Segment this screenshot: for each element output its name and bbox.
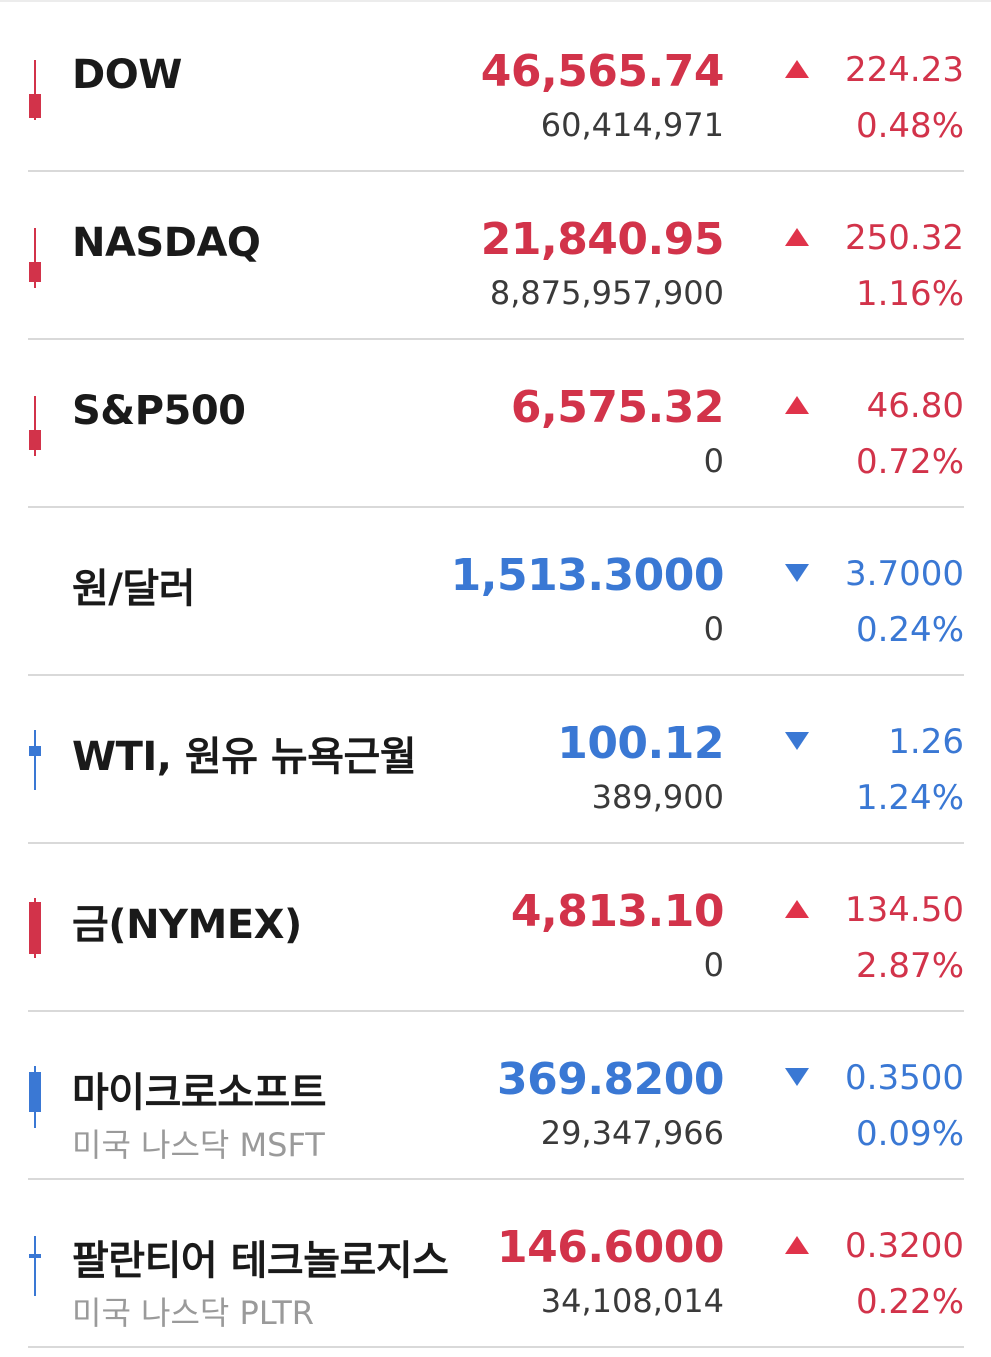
item-subtitle: 미국 나스닥 PLTR bbox=[72, 1294, 315, 1332]
candlestick-icon bbox=[28, 1066, 42, 1128]
item-volume: 389,900 bbox=[591, 778, 724, 816]
list-item[interactable]: 원/달러 1,513.3000 0 3.7000 0.24% bbox=[28, 508, 964, 676]
item-volume: 29,347,966 bbox=[540, 1114, 724, 1152]
top-divider bbox=[0, 0, 991, 2]
item-price: 1,513.3000 bbox=[450, 550, 725, 601]
item-change-percent: 0.72% bbox=[855, 442, 964, 482]
item-change-percent: 0.48% bbox=[855, 106, 964, 146]
item-volume: 0 bbox=[703, 610, 724, 648]
item-volume: 60,414,971 bbox=[540, 106, 724, 144]
item-change: 250.32 bbox=[845, 218, 964, 258]
item-change: 1.26 bbox=[888, 722, 964, 762]
item-price: 369.8200 bbox=[496, 1054, 725, 1105]
item-change-percent: 1.24% bbox=[855, 778, 964, 818]
candlestick-icon bbox=[28, 60, 42, 120]
list-item[interactable]: DOW 46,565.74 60,414,971 224.23 0.48% bbox=[28, 4, 964, 172]
list-item[interactable]: S&P500 6,575.32 0 46.80 0.72% bbox=[28, 340, 964, 508]
item-change-percent: 0.09% bbox=[855, 1114, 964, 1154]
item-name: NASDAQ bbox=[72, 220, 261, 266]
candlestick-icon bbox=[28, 1236, 42, 1296]
item-price: 21,840.95 bbox=[480, 214, 725, 265]
list-item[interactable]: NASDAQ 21,840.95 8,875,957,900 250.32 1.… bbox=[28, 172, 964, 340]
item-change-percent: 0.24% bbox=[855, 610, 964, 650]
item-change: 0.3200 bbox=[845, 1226, 964, 1266]
item-change-percent: 1.16% bbox=[855, 274, 964, 314]
triangle-down-icon bbox=[785, 732, 809, 750]
list-item[interactable]: 마이크로소프트 미국 나스닥 MSFT 369.8200 29,347,966 … bbox=[28, 1012, 964, 1180]
item-price: 146.6000 bbox=[496, 1222, 725, 1273]
item-volume: 0 bbox=[703, 442, 724, 480]
item-volume: 34,108,014 bbox=[540, 1282, 724, 1320]
triangle-up-icon bbox=[785, 60, 809, 78]
candlestick-icon bbox=[28, 898, 42, 958]
triangle-up-icon bbox=[785, 1236, 809, 1254]
candlestick-icon bbox=[28, 228, 42, 288]
item-name: 팔란티어 테크놀로지스 bbox=[72, 1238, 449, 1284]
item-change: 46.80 bbox=[866, 386, 964, 426]
item-name: 금(NYMEX) bbox=[72, 902, 302, 948]
item-name: S&P500 bbox=[72, 388, 246, 434]
item-price: 6,575.32 bbox=[510, 382, 725, 433]
item-price: 46,565.74 bbox=[480, 46, 725, 97]
item-price: 100.12 bbox=[557, 718, 724, 769]
item-change: 224.23 bbox=[845, 50, 964, 90]
item-change-percent: 2.87% bbox=[855, 946, 964, 986]
market-list: DOW 46,565.74 60,414,971 224.23 0.48% NA… bbox=[28, 4, 964, 1348]
item-volume: 0 bbox=[703, 946, 724, 984]
triangle-up-icon bbox=[785, 396, 809, 414]
item-change: 3.7000 bbox=[845, 554, 964, 594]
candlestick-icon bbox=[28, 396, 42, 456]
item-volume: 8,875,957,900 bbox=[489, 274, 724, 312]
triangle-down-icon bbox=[785, 564, 809, 582]
item-subtitle: 미국 나스닥 MSFT bbox=[72, 1126, 325, 1164]
item-name: WTI, 원유 뉴욕근월 bbox=[72, 734, 417, 780]
list-item[interactable]: 팔란티어 테크놀로지스 미국 나스닥 PLTR 146.6000 34,108,… bbox=[28, 1180, 964, 1348]
triangle-up-icon bbox=[785, 228, 809, 246]
item-change: 0.3500 bbox=[845, 1058, 964, 1098]
list-item[interactable]: WTI, 원유 뉴욕근월 100.12 389,900 1.26 1.24% bbox=[28, 676, 964, 844]
triangle-down-icon bbox=[785, 1068, 809, 1086]
item-price: 4,813.10 bbox=[510, 886, 725, 937]
item-name: 원/달러 bbox=[72, 566, 196, 612]
item-change-percent: 0.22% bbox=[855, 1282, 964, 1322]
item-name: DOW bbox=[72, 52, 182, 98]
item-name: 마이크로소프트 bbox=[72, 1070, 327, 1116]
candlestick-icon bbox=[28, 730, 42, 790]
triangle-up-icon bbox=[785, 900, 809, 918]
item-change: 134.50 bbox=[845, 890, 964, 930]
list-item[interactable]: 금(NYMEX) 4,813.10 0 134.50 2.87% bbox=[28, 844, 964, 1012]
